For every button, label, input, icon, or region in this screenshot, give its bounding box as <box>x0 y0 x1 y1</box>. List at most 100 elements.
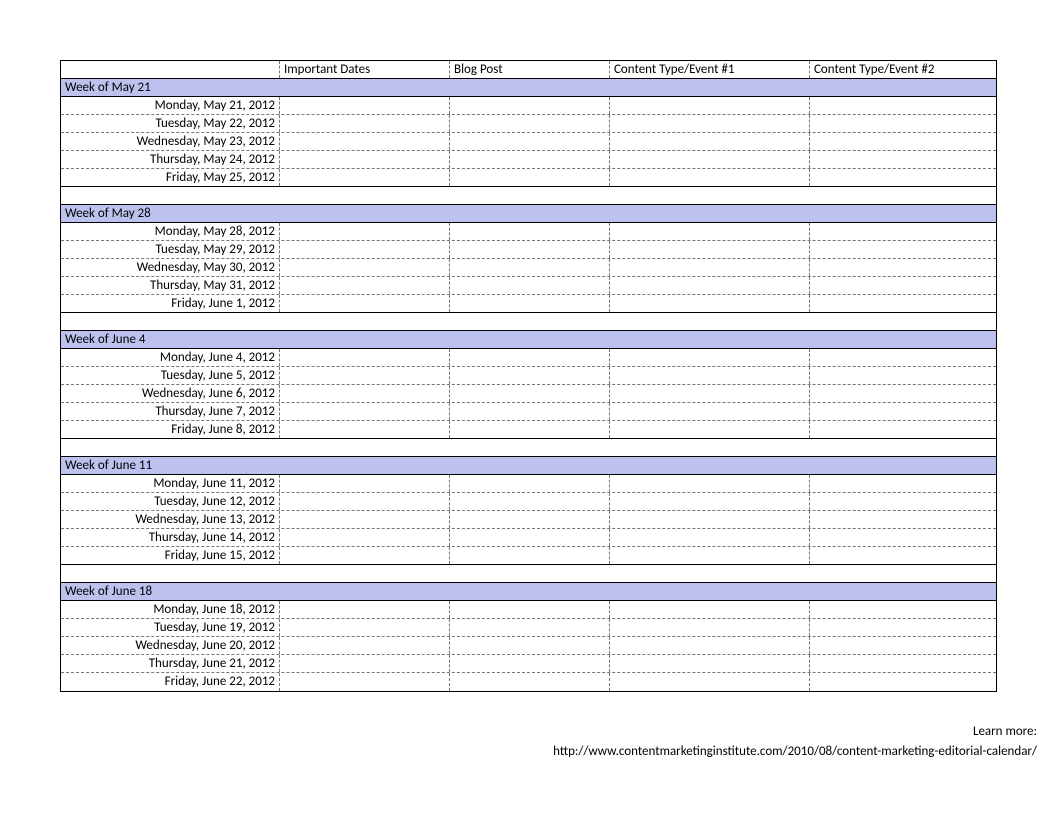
day-row: Friday, May 25, 2012 <box>61 169 996 187</box>
footer: Learn more: http://www.contentmarketingi… <box>0 722 1037 762</box>
empty-cell <box>449 511 609 528</box>
empty-cell <box>809 133 996 150</box>
empty-cell <box>609 115 809 132</box>
empty-cell <box>609 151 809 168</box>
day-date: Tuesday, May 22, 2012 <box>61 115 279 132</box>
empty-cell <box>809 367 996 384</box>
day-date: Monday, May 21, 2012 <box>61 97 279 114</box>
day-date: Wednesday, June 20, 2012 <box>61 637 279 654</box>
day-date: Wednesday, June 13, 2012 <box>61 511 279 528</box>
empty-cell <box>609 529 809 546</box>
day-date: Thursday, June 21, 2012 <box>61 655 279 672</box>
day-date: Monday, June 11, 2012 <box>61 475 279 492</box>
empty-cell <box>449 655 609 672</box>
day-row: Tuesday, May 22, 2012 <box>61 115 996 133</box>
empty-cell <box>809 223 996 240</box>
empty-cell <box>609 637 809 654</box>
empty-cell <box>279 151 449 168</box>
empty-cell <box>809 403 996 420</box>
empty-cell <box>279 601 449 618</box>
empty-cell <box>809 673 996 691</box>
day-date: Tuesday, June 12, 2012 <box>61 493 279 510</box>
week-header-row: Week of May 21 <box>61 79 996 97</box>
day-date: Monday, May 28, 2012 <box>61 223 279 240</box>
empty-cell <box>609 673 809 691</box>
day-date: Thursday, June 14, 2012 <box>61 529 279 546</box>
empty-cell <box>809 295 996 312</box>
empty-cell <box>449 673 609 691</box>
empty-cell <box>449 115 609 132</box>
header-blog-post: Blog Post <box>449 61 609 78</box>
empty-cell <box>809 529 996 546</box>
week-header-row: Week of June 4 <box>61 331 996 349</box>
empty-cell <box>279 475 449 492</box>
empty-cell <box>609 367 809 384</box>
empty-cell <box>449 385 609 402</box>
day-row: Monday, June 4, 2012 <box>61 349 996 367</box>
empty-cell <box>279 277 449 294</box>
empty-cell <box>809 349 996 366</box>
week-label: Week of May 21 <box>61 79 996 96</box>
header-content-2: Content Type/Event #2 <box>809 61 996 78</box>
empty-cell <box>449 403 609 420</box>
empty-cell <box>609 277 809 294</box>
empty-cell <box>279 619 449 636</box>
footer-learn-more: Learn more: <box>0 722 1037 742</box>
empty-cell <box>809 169 996 186</box>
spacer-cell <box>61 313 996 330</box>
day-row: Friday, June 8, 2012 <box>61 421 996 439</box>
spacer-row <box>61 439 996 457</box>
empty-cell <box>449 637 609 654</box>
calendar-table: Important Dates Blog Post Content Type/E… <box>60 60 997 692</box>
empty-cell <box>449 367 609 384</box>
empty-cell <box>449 151 609 168</box>
empty-cell <box>809 601 996 618</box>
day-row: Tuesday, June 5, 2012 <box>61 367 996 385</box>
day-row: Monday, May 28, 2012 <box>61 223 996 241</box>
day-date: Wednesday, June 6, 2012 <box>61 385 279 402</box>
spacer-row <box>61 313 996 331</box>
day-row: Thursday, May 31, 2012 <box>61 277 996 295</box>
empty-cell <box>809 475 996 492</box>
week-label: Week of June 4 <box>61 331 996 348</box>
day-row: Wednesday, May 30, 2012 <box>61 259 996 277</box>
empty-cell <box>279 511 449 528</box>
empty-cell <box>449 547 609 564</box>
header-row: Important Dates Blog Post Content Type/E… <box>61 61 996 79</box>
empty-cell <box>279 349 449 366</box>
empty-cell <box>609 349 809 366</box>
empty-cell <box>809 493 996 510</box>
empty-cell <box>279 637 449 654</box>
empty-cell <box>609 601 809 618</box>
empty-cell <box>609 619 809 636</box>
empty-cell <box>609 403 809 420</box>
day-date: Monday, June 18, 2012 <box>61 601 279 618</box>
empty-cell <box>279 385 449 402</box>
empty-cell <box>609 259 809 276</box>
empty-cell <box>809 511 996 528</box>
empty-cell <box>809 421 996 438</box>
spacer-row <box>61 565 996 583</box>
day-row: Wednesday, June 6, 2012 <box>61 385 996 403</box>
empty-cell <box>449 133 609 150</box>
empty-cell <box>809 655 996 672</box>
day-row: Thursday, June 21, 2012 <box>61 655 996 673</box>
day-row: Monday, June 11, 2012 <box>61 475 996 493</box>
empty-cell <box>449 349 609 366</box>
empty-cell <box>609 547 809 564</box>
empty-cell <box>279 421 449 438</box>
spacer-cell <box>61 187 996 204</box>
empty-cell <box>609 169 809 186</box>
day-date: Friday, June 8, 2012 <box>61 421 279 438</box>
empty-cell <box>809 115 996 132</box>
empty-cell <box>449 97 609 114</box>
empty-cell <box>609 421 809 438</box>
empty-cell <box>279 673 449 691</box>
empty-cell <box>809 241 996 258</box>
day-row: Wednesday, June 20, 2012 <box>61 637 996 655</box>
day-row: Wednesday, May 23, 2012 <box>61 133 996 151</box>
week-label: Week of May 28 <box>61 205 996 222</box>
empty-cell <box>449 241 609 258</box>
empty-cell <box>609 133 809 150</box>
day-date: Friday, June 15, 2012 <box>61 547 279 564</box>
